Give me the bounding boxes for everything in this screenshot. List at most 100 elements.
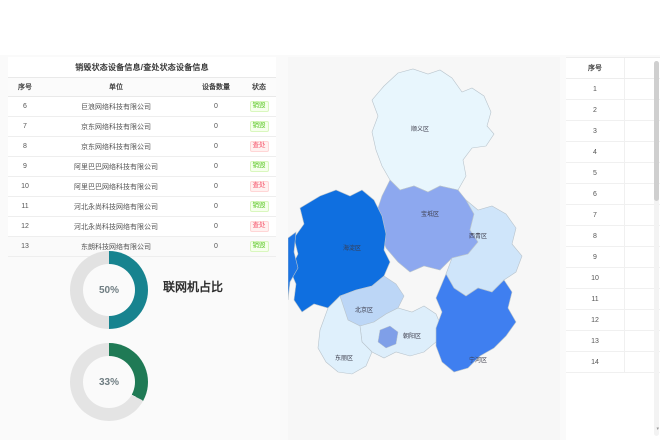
list-item[interactable]: 6 — [566, 183, 660, 205]
list-item[interactable]: 12 — [566, 309, 660, 331]
index-cell-blank — [624, 267, 660, 289]
index-header-label: 序号 — [566, 57, 625, 79]
district-map-panel[interactable]: 顺义区 宝坻区 海淀区 北京区 朝阳区 东丽区 西青区 宁河区 — [288, 57, 560, 440]
list-item[interactable]: 4 — [566, 141, 660, 163]
list-item[interactable]: 7 — [566, 204, 660, 226]
cell-status: 查处 — [242, 136, 276, 157]
table-body: 6 巨浪网络科技有限公司 0 销毁 7 京东网络科技有限公司 0 销毁 8 京东网络科技有限公司 0… — [8, 96, 276, 257]
table-row[interactable]: 7 京东网络科技有限公司 0 销毁 — [8, 116, 276, 137]
cell-count: 0 — [190, 116, 242, 137]
index-cell-blank — [624, 330, 660, 352]
status-badge: 销毁 — [249, 101, 269, 112]
index-cell-blank — [624, 309, 660, 331]
map-label-2: 海淀区 — [343, 244, 361, 252]
cell-index: 12 — [8, 216, 42, 237]
index-cell: 6 — [566, 183, 625, 205]
status-badge: 查处 — [249, 221, 269, 232]
donut-value-1: 50% — [83, 264, 135, 316]
index-cell-blank — [624, 78, 660, 100]
index-list-panel: 序号 1 2 3 4 5 6 7 8 9 10 11 12 13 14 ▾ — [566, 57, 660, 440]
cell-count: 0 — [190, 216, 242, 237]
cell-index: 6 — [8, 96, 42, 117]
map-label-7: 宁河区 — [469, 356, 487, 364]
index-cell: 1 — [566, 78, 625, 100]
list-item[interactable]: 9 — [566, 246, 660, 268]
status-badge: 查处 — [249, 141, 269, 152]
index-header-blank — [624, 57, 660, 79]
chevron-down-icon[interactable]: ▾ — [656, 426, 659, 432]
list-item[interactable]: 5 — [566, 162, 660, 184]
donut-chart-group: 50% 联网机占比 33% — [8, 243, 276, 440]
panel-title: 销毁状态设备信息/查处状态设备信息 — [75, 63, 209, 72]
index-cell: 8 — [566, 225, 625, 247]
list-item[interactable]: 11 — [566, 288, 660, 310]
index-cell-blank — [624, 246, 660, 268]
status-badge: 销毁 — [249, 201, 269, 212]
map-label-4: 朝阳区 — [403, 332, 421, 340]
index-cell: 2 — [566, 99, 625, 121]
index-cell-blank — [624, 225, 660, 247]
cell-index: 9 — [8, 156, 42, 177]
cell-status: 销毁 — [242, 96, 276, 117]
donut-value-2: 33% — [83, 356, 135, 408]
index-cell-blank — [624, 120, 660, 142]
district-map-svg[interactable]: 顺义区 宝坻区 海淀区 北京区 朝阳区 东丽区 西青区 宁河区 — [288, 57, 560, 440]
status-badge: 销毁 — [249, 161, 269, 172]
cell-index: 8 — [8, 136, 42, 157]
index-cell: 9 — [566, 246, 625, 268]
table-row[interactable]: 8 京东网络科技有限公司 0 查处 — [8, 136, 276, 157]
table-row[interactable]: 6 巨浪网络科技有限公司 0 销毁 — [8, 96, 276, 117]
cell-index: 7 — [8, 116, 42, 137]
table-row[interactable]: 12 河北永尚科技网络有限公司 0 查处 — [8, 216, 276, 237]
list-item[interactable]: 1 — [566, 78, 660, 100]
header-unit: 单位 — [42, 77, 190, 97]
index-cell: 5 — [566, 162, 625, 184]
index-cell-blank — [624, 141, 660, 163]
map-region-0[interactable] — [371, 68, 495, 193]
map-region-west-sliver[interactable] — [288, 231, 299, 301]
cell-status: 销毁 — [242, 236, 276, 257]
cell-status: 销毁 — [242, 196, 276, 217]
cell-unit: 阿里巴巴网络科技有限公司 — [42, 176, 190, 197]
list-item[interactable]: 10 — [566, 267, 660, 289]
cell-unit: 阿里巴巴网络科技有限公司 — [42, 156, 190, 177]
cell-count: 0 — [190, 136, 242, 157]
cell-status: 查处 — [242, 176, 276, 197]
index-table-body: 1 2 3 4 5 6 7 8 9 10 11 12 13 14 — [566, 78, 660, 373]
list-item[interactable]: 2 — [566, 99, 660, 121]
cell-index: 11 — [8, 196, 42, 217]
header-index: 序号 — [8, 77, 42, 97]
cell-unit: 河北永尚科技网络有限公司 — [42, 216, 190, 237]
index-cell-blank — [624, 99, 660, 121]
index-cell-blank — [624, 288, 660, 310]
index-header-row: 序号 — [566, 57, 660, 79]
cell-index: 13 — [8, 236, 42, 257]
cell-index: 10 — [8, 176, 42, 197]
donut-label-1: 联网机占比 — [163, 280, 224, 294]
index-cell: 12 — [566, 309, 625, 331]
index-cell-blank — [624, 162, 660, 184]
index-cell: 3 — [566, 120, 625, 142]
status-badge: 销毁 — [249, 241, 269, 252]
list-item[interactable]: 14 — [566, 351, 660, 373]
index-cell: 7 — [566, 204, 625, 226]
index-cell-blank — [624, 351, 660, 373]
table-row[interactable]: 9 阿里巴巴网络科技有限公司 0 销毁 — [8, 156, 276, 177]
table-row[interactable]: 11 河北永尚科技网络有限公司 0 销毁 — [8, 196, 276, 217]
scrollbar-thumb[interactable] — [654, 61, 659, 201]
list-item[interactable]: 13 — [566, 330, 660, 352]
cell-status: 查处 — [242, 216, 276, 237]
cell-status: 销毁 — [242, 156, 276, 177]
map-region-inner[interactable] — [377, 325, 399, 349]
table-row[interactable]: 10 阿里巴巴网络科技有限公司 0 查处 — [8, 176, 276, 197]
list-item[interactable]: 8 — [566, 225, 660, 247]
top-white-band — [0, 0, 660, 55]
list-item[interactable]: 3 — [566, 120, 660, 142]
vertical-scrollbar[interactable] — [654, 61, 659, 436]
index-cell-blank — [624, 204, 660, 226]
device-status-table: 序号 单位 设备数量 状态 6 巨浪网络科技有限公司 0 销毁 7 京东网络科技有限公司 0… — [8, 77, 276, 257]
map-region-7[interactable] — [435, 273, 517, 373]
map-region-5[interactable] — [317, 295, 373, 375]
header-status: 状态 — [242, 77, 276, 97]
